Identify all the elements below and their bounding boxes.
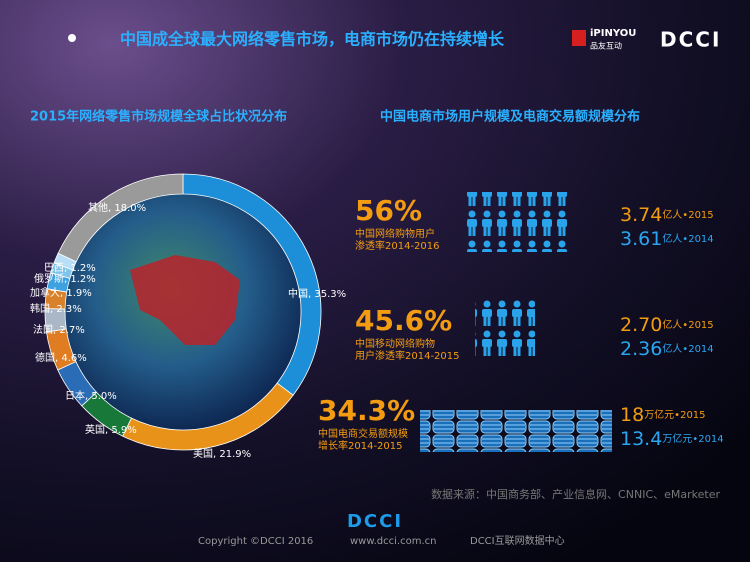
- stats: 56%中国网络购物用户渗透率2014-20163.74亿人•20153.61亿人…: [318, 194, 724, 452]
- rate-desc: 中国移动网络购物: [355, 337, 435, 350]
- category-label: 其他: [88, 201, 108, 214]
- figure: 2.36亿人•2014: [620, 338, 714, 360]
- category-label: 美国: [193, 447, 213, 460]
- segment-label: 日本, 5.0%: [65, 389, 117, 402]
- category-label: 中国: [288, 287, 308, 300]
- figure-value: 3.74: [620, 204, 662, 226]
- value-label: 35.3%: [314, 289, 346, 300]
- footer-logo: DCCI: [347, 511, 403, 532]
- label-separator: ,: [50, 304, 56, 315]
- label-separator: ,: [85, 391, 91, 402]
- segment-label: 美国, 21.9%: [193, 447, 251, 460]
- category-label: 俄罗斯: [34, 272, 64, 285]
- category-label: 英国: [85, 423, 105, 436]
- rate: 34.3%: [318, 394, 415, 427]
- value-label: 2.7%: [59, 325, 84, 336]
- figure: 3.61亿人•2014: [620, 228, 714, 250]
- segment-label: 其他, 18.0%: [88, 201, 146, 214]
- category-label: 加拿大: [30, 286, 60, 299]
- org: DCCI互联网数据中心: [470, 534, 565, 547]
- logo: iPINYOU: [590, 28, 636, 39]
- label-separator: ,: [213, 449, 219, 460]
- figure: 3.74亿人•2015: [620, 204, 714, 226]
- logo-icon: [572, 30, 586, 46]
- chart-title: 2015年网络零售市场规模全球占比状况分布: [30, 109, 287, 125]
- figure-unit: 亿人•2015: [662, 318, 713, 331]
- value-label: 21.9%: [219, 449, 251, 460]
- figure-unit: 亿人•2015: [662, 208, 713, 221]
- logo-dcci: DCCI: [660, 28, 721, 52]
- figure: 2.70亿人•2015: [620, 314, 714, 336]
- rate: 56%: [355, 194, 422, 227]
- value-label: 1.2%: [70, 263, 95, 274]
- segment-label: 韩国, 2.3%: [30, 302, 82, 315]
- label-separator: ,: [108, 203, 114, 214]
- label-separator: ,: [53, 325, 59, 336]
- rate-desc: 增长率2014-2015: [318, 439, 403, 452]
- figure-unit: 亿人•2014: [662, 342, 713, 355]
- rate: 45.6%: [355, 304, 452, 337]
- rate-desc: 渗透率2014-2016: [355, 239, 440, 252]
- star: [68, 34, 76, 42]
- value-label: 5.0%: [91, 391, 116, 402]
- rate-desc: 中国电商交易额规模: [318, 427, 408, 440]
- stats-title: 中国电商市场用户规模及电商交易额规模分布: [380, 109, 640, 125]
- title: 中国成全球最大网络零售市场，电商市场仍在持续增长: [120, 30, 505, 49]
- category-label: 德国: [35, 351, 55, 364]
- value-label: 18.0%: [114, 203, 146, 214]
- category-label: 日本: [65, 389, 85, 402]
- rate-desc: 用户渗透率2014-2015: [355, 349, 460, 362]
- label-separator: ,: [55, 353, 61, 364]
- value-label: 5.9%: [111, 425, 136, 436]
- value-label: 4.6%: [61, 353, 86, 364]
- copyright: Copyright ©DCCI 2016: [198, 536, 313, 547]
- figure-value: 3.61: [620, 228, 662, 250]
- coin-icons: [420, 410, 612, 452]
- figure-unit: 亿人•2014: [662, 232, 713, 245]
- figure-value: 13.4: [620, 428, 662, 450]
- segment-label: 加拿大, 1.9%: [30, 286, 92, 299]
- segment-label: 中国, 35.3%: [288, 287, 346, 300]
- label-separator: ,: [64, 274, 70, 285]
- people-icons: [465, 192, 570, 252]
- segment-label: 俄罗斯, 1.2%: [34, 272, 96, 285]
- value-label: 1.2%: [70, 274, 95, 285]
- label-separator: ,: [105, 425, 111, 436]
- china-map: [130, 255, 240, 345]
- value-label: 2.3%: [56, 304, 81, 315]
- segment-label: 德国, 4.6%: [35, 351, 87, 364]
- donut: 中国, 35.3% 美国, 21.9% 英国, 5.9% 日本, 5.0% 德国, 4.…: [30, 173, 346, 460]
- label-separator: ,: [64, 263, 70, 274]
- logo-cn: 品友互动: [590, 41, 622, 51]
- site: www.dcci.com.cn: [350, 536, 436, 547]
- figure: 18万亿元•2015: [620, 404, 706, 426]
- figure-unit: 万亿元•2015: [644, 408, 705, 421]
- value-label: 1.9%: [66, 288, 91, 299]
- figure-value: 2.70: [620, 314, 662, 336]
- figure: 13.4万亿元•2014: [620, 428, 724, 450]
- figure-unit: 万亿元•2014: [662, 432, 723, 445]
- category-label: 巴西: [44, 262, 64, 274]
- segment-label: 巴西, 1.2%: [44, 262, 96, 274]
- donut-segment: [57, 173, 184, 263]
- category-label: 韩国: [30, 302, 50, 315]
- category-label: 法国: [33, 323, 53, 336]
- label-separator: ,: [308, 289, 314, 300]
- segment-label: 英国, 5.9%: [85, 423, 137, 436]
- source: 数据来源：中国商务部、产业信息网、CNNIC、eMarketer: [431, 487, 720, 501]
- people-icons: [475, 300, 535, 360]
- figure-value: 2.36: [620, 338, 662, 360]
- rate-desc: 中国网络购物用户: [355, 227, 435, 240]
- segment-label: 法国, 2.7%: [33, 323, 85, 336]
- figure-value: 18: [620, 404, 644, 426]
- label-separator: ,: [60, 288, 66, 299]
